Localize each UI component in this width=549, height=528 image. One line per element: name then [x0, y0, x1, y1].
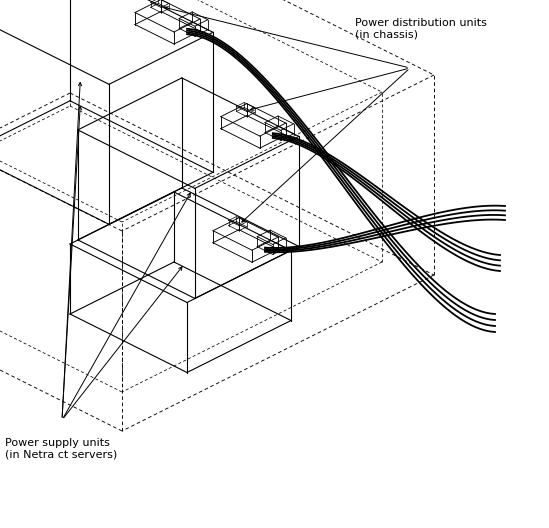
- Text: Power supply units
(in Netra ct servers): Power supply units (in Netra ct servers): [5, 438, 117, 459]
- Text: Power distribution units
(in chassis): Power distribution units (in chassis): [355, 18, 487, 40]
